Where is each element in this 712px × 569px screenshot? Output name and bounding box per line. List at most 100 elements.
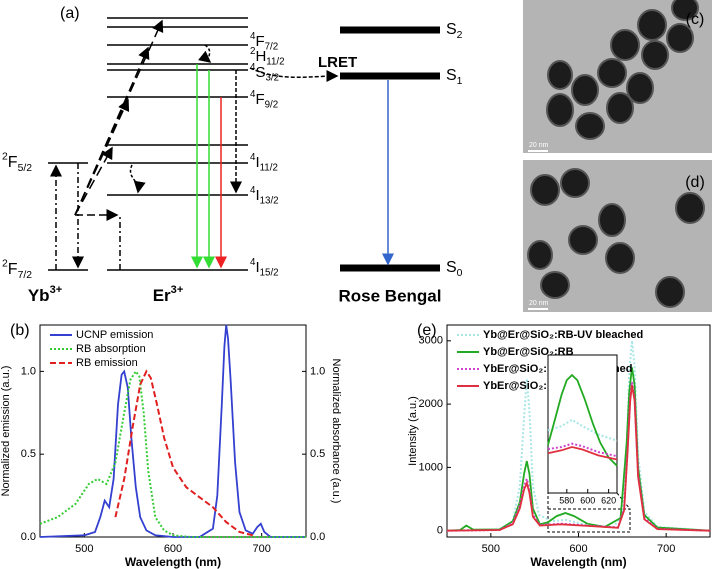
level-label: S0 xyxy=(446,259,463,278)
series-line xyxy=(39,369,306,538)
x-tick-label: 600 xyxy=(569,543,587,555)
scale-label: 20 nm xyxy=(529,300,549,307)
panel-label: (e) xyxy=(417,322,437,339)
level-label-sup: 2 xyxy=(250,46,255,57)
x-tick-label: 700 xyxy=(657,543,675,555)
legend-label: Yb@Er@SiO₂:RB-UV bleached xyxy=(483,329,643,341)
panel-label: (b) xyxy=(10,322,30,339)
level-label-main: F xyxy=(255,33,264,50)
level-label-main: S xyxy=(446,21,457,38)
level-label-main: I xyxy=(255,259,259,276)
level-label-main: I xyxy=(255,154,259,171)
series-line xyxy=(547,446,618,461)
x-tick-label: 580 xyxy=(559,495,574,505)
level-label-sup: 4 xyxy=(250,185,256,196)
level-label: Yb3+ xyxy=(28,284,62,305)
level-label: S2 xyxy=(446,21,463,40)
level-label-sup: 2 xyxy=(2,151,8,162)
x-tick-label: 500 xyxy=(482,543,500,555)
legend-label: RB emission xyxy=(76,357,138,369)
legend-label: YbEr@SiO₂:RB xyxy=(483,380,563,392)
y2-tick-label: 0.0 xyxy=(310,531,325,543)
x-tick-label: 500 xyxy=(75,543,93,555)
level-label-sup: 3+ xyxy=(50,284,63,296)
level-label-sup: 2 xyxy=(2,258,8,269)
x-tick-label: 600 xyxy=(164,543,182,555)
level-label-sup: 4 xyxy=(250,152,256,163)
level-label: 4F7/2 xyxy=(250,31,278,53)
legend-label: UCNP emission xyxy=(76,329,153,341)
y-tick-label: 0 xyxy=(437,525,443,537)
level-label-sup: 4 xyxy=(250,62,256,73)
scale-label: 20 nm xyxy=(529,142,549,149)
y-tick-label: 2000 xyxy=(419,398,443,410)
series-line xyxy=(446,384,711,532)
x-tick-label: 700 xyxy=(252,543,270,555)
panel-label: (c) xyxy=(686,11,705,28)
zoom-box xyxy=(547,508,631,533)
level-label-main: I xyxy=(255,187,259,204)
panel-label: (a) xyxy=(60,5,80,22)
level-label: S1 xyxy=(446,67,463,86)
series-line xyxy=(547,373,618,467)
series-line xyxy=(446,367,711,532)
y-tick-label: 0.5 xyxy=(21,448,36,460)
y-tick-label: 3000 xyxy=(419,335,443,347)
level-label: 4S3/2 xyxy=(250,62,279,84)
level-label-sub: 11/2 xyxy=(266,56,284,67)
level-label-main: S xyxy=(255,64,265,81)
level-label-sub: 15/2 xyxy=(260,267,279,278)
y-tick-label: 1.0 xyxy=(21,365,36,377)
y-tick-label: 0.0 xyxy=(21,531,36,543)
level-label-sub: 3/2 xyxy=(265,72,279,83)
y-axis-label: Intensity (a.u.) xyxy=(407,396,419,466)
level-label-main: H xyxy=(255,48,266,65)
y-axis-label: Normalized emission (a.u.) xyxy=(0,366,12,497)
level-label-main: Yb xyxy=(28,286,50,305)
level-label-sup: 4 xyxy=(250,257,256,268)
level-label-sub: 5/2 xyxy=(18,163,33,174)
level-label-sup: 4 xyxy=(250,31,256,42)
x-axis-label: Wavelength (nm) xyxy=(530,555,626,569)
series-line xyxy=(114,369,254,537)
x-tick-label: 620 xyxy=(601,495,616,505)
level-label-sub: 9/2 xyxy=(265,99,279,110)
series-line xyxy=(547,418,618,442)
level-label-main: S xyxy=(446,259,457,276)
level-label-main: F xyxy=(255,91,264,108)
level-label-sub: 1 xyxy=(457,76,463,87)
level-label: 4I11/2 xyxy=(250,152,278,174)
tem-image-c xyxy=(523,0,712,153)
x-axis-label: Wavelength (nm) xyxy=(125,555,221,569)
level-label-sub: 0 xyxy=(457,268,463,279)
y2-tick-label: 1.0 xyxy=(310,365,325,377)
panel-label: (d) xyxy=(685,174,705,191)
level-label: Er3+ xyxy=(153,284,184,305)
level-label: 2F5/2 xyxy=(2,151,32,173)
level-label: 4I13/2 xyxy=(250,185,279,207)
level-label-sup: 4 xyxy=(250,89,256,100)
legend-label: RB absorption xyxy=(76,343,146,355)
y-tick-label: 1000 xyxy=(419,461,443,473)
level-label-sub: 13/2 xyxy=(260,195,279,206)
tem-image-d xyxy=(523,160,712,312)
energy-diagram xyxy=(48,17,440,272)
level-label: 4I15/2 xyxy=(250,257,279,279)
y2-tick-label: 0.5 xyxy=(310,448,325,460)
level-label-sup: 3+ xyxy=(171,284,184,296)
rb-name: Rose Bengal xyxy=(339,286,442,305)
level-label-main: Er xyxy=(153,286,171,305)
level-label-main: F xyxy=(8,261,18,278)
level-label: 2H11/2 xyxy=(250,46,285,68)
level-label: 4F9/2 xyxy=(250,89,278,111)
level-label: 2F7/2 xyxy=(2,258,32,280)
lret-label: LRET xyxy=(318,54,357,71)
plot-frame xyxy=(547,354,618,494)
level-label-sub: 11/2 xyxy=(260,162,278,173)
level-label-sub: 7/2 xyxy=(18,270,33,281)
level-label-main: S xyxy=(446,67,457,84)
y2-axis-label: Normalized absorbance (a.u.) xyxy=(330,359,342,504)
x-tick-label: 600 xyxy=(580,495,595,505)
